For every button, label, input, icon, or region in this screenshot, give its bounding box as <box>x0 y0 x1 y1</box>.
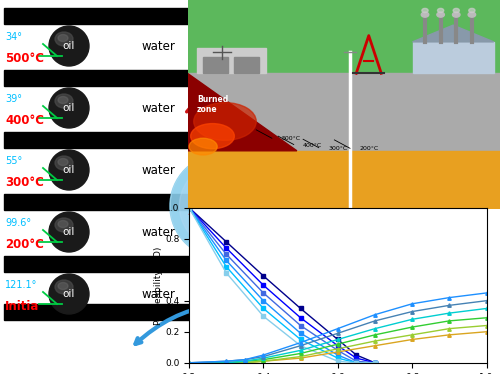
Text: oil: oil <box>63 103 75 113</box>
Text: 500°C: 500°C <box>281 137 300 141</box>
Ellipse shape <box>194 179 222 197</box>
Text: 34°: 34° <box>5 32 22 42</box>
Bar <box>4 132 189 148</box>
Circle shape <box>452 12 460 17</box>
Ellipse shape <box>55 218 73 232</box>
Text: oil: oil <box>63 41 75 51</box>
Circle shape <box>49 212 89 252</box>
Text: 55°: 55° <box>5 156 22 166</box>
Circle shape <box>453 8 460 13</box>
Text: EOR: EOR <box>187 191 257 221</box>
Text: 200°C: 200°C <box>5 238 44 251</box>
Ellipse shape <box>58 159 68 166</box>
Polygon shape <box>412 25 494 42</box>
Text: oil: oil <box>63 165 75 175</box>
Circle shape <box>49 88 89 128</box>
Circle shape <box>49 26 89 66</box>
Circle shape <box>469 8 475 13</box>
Text: water: water <box>142 288 176 300</box>
Bar <box>4 70 189 86</box>
Text: Burned
zone: Burned zone <box>197 95 228 114</box>
Text: 300°C: 300°C <box>5 176 44 189</box>
Circle shape <box>198 182 246 230</box>
Bar <box>4 194 189 210</box>
Text: 500°C: 500°C <box>5 52 44 65</box>
Bar <box>188 151 500 209</box>
Text: oil: oil <box>63 289 75 299</box>
Text: 400°C: 400°C <box>303 142 322 148</box>
Circle shape <box>188 173 256 239</box>
Circle shape <box>180 163 264 249</box>
Bar <box>234 56 260 73</box>
Ellipse shape <box>189 138 217 155</box>
Circle shape <box>208 191 236 221</box>
Circle shape <box>422 8 428 13</box>
Bar <box>412 42 494 73</box>
Circle shape <box>49 274 89 314</box>
Text: Initia: Initia <box>5 300 40 313</box>
Y-axis label: Permeability(mD): Permeability(mD) <box>153 245 162 325</box>
Text: water: water <box>142 101 176 114</box>
Text: water: water <box>142 226 176 239</box>
Bar <box>4 8 189 24</box>
Ellipse shape <box>55 94 73 108</box>
Text: 121.1°: 121.1° <box>5 280 38 290</box>
Circle shape <box>437 12 444 17</box>
Polygon shape <box>188 73 297 151</box>
Ellipse shape <box>58 282 68 289</box>
Circle shape <box>49 150 89 190</box>
Text: 400°C: 400°C <box>5 114 44 127</box>
Bar <box>4 304 189 320</box>
Ellipse shape <box>58 34 68 42</box>
Circle shape <box>468 12 475 17</box>
Text: 39°: 39° <box>5 94 22 104</box>
Text: 99.6°: 99.6° <box>5 218 31 228</box>
Ellipse shape <box>58 96 68 104</box>
Ellipse shape <box>58 221 68 227</box>
Polygon shape <box>188 73 500 157</box>
Ellipse shape <box>55 156 73 170</box>
Bar <box>4 256 189 272</box>
Ellipse shape <box>55 280 73 294</box>
Text: oil: oil <box>63 227 75 237</box>
Text: 300°C: 300°C <box>328 146 347 151</box>
Circle shape <box>217 201 227 211</box>
Text: 200°C: 200°C <box>360 146 378 151</box>
Bar <box>203 56 228 73</box>
Text: water: water <box>142 40 176 52</box>
Circle shape <box>421 12 429 17</box>
Ellipse shape <box>194 102 256 140</box>
Circle shape <box>170 154 274 258</box>
Bar <box>188 0 500 73</box>
Ellipse shape <box>55 32 73 46</box>
Bar <box>197 48 266 73</box>
Text: water: water <box>142 163 176 177</box>
Circle shape <box>438 8 444 13</box>
Circle shape <box>170 154 274 258</box>
Ellipse shape <box>190 123 234 149</box>
